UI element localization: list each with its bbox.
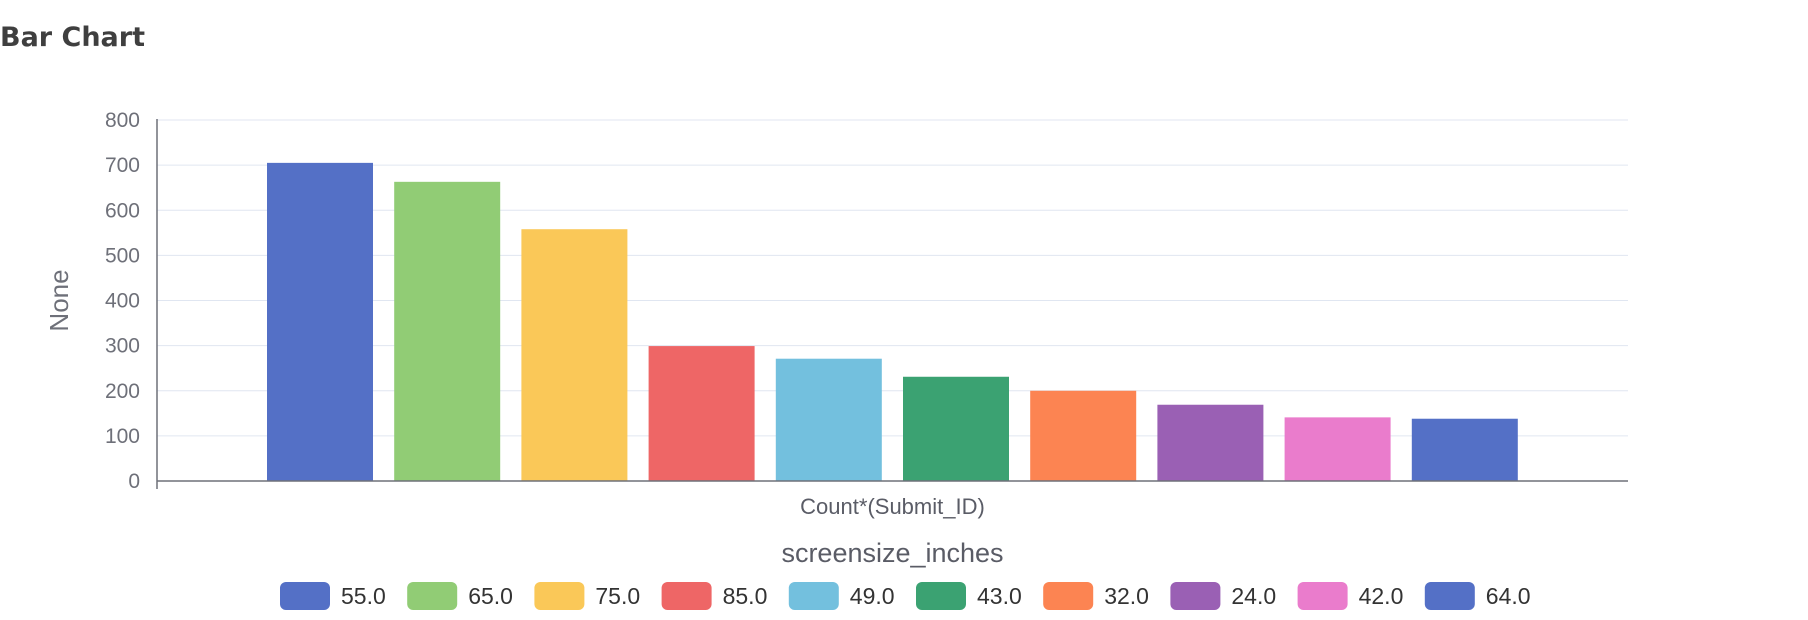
bars	[267, 162, 1518, 482]
legend: 55.0 65.0 75.0 85.0 49.0 43.0 32.0 24.0 42.0 64.0	[280, 582, 1531, 610]
y-tick-label: 400	[105, 290, 140, 313]
legend-label-75.0[interactable]: 75.0	[595, 583, 640, 609]
legend-label-64.0[interactable]: 64.0	[1486, 583, 1531, 609]
bar-32.0	[1030, 390, 1137, 481]
legend-label-43.0[interactable]: 43.0	[977, 583, 1022, 609]
legend-swatch-75.0[interactable]	[534, 582, 585, 610]
legend-label-42.0[interactable]: 42.0	[1359, 583, 1404, 609]
legend-label-24.0[interactable]: 24.0	[1231, 583, 1276, 609]
bar-64.0	[1411, 418, 1518, 481]
bar-43.0	[903, 376, 1009, 481]
legend-label-85.0[interactable]: 85.0	[723, 583, 768, 609]
bar-55.0	[267, 162, 373, 481]
y-tick-label: 800	[105, 109, 140, 132]
bar-42.0	[1284, 417, 1391, 481]
legend-swatch-55.0[interactable]	[280, 582, 330, 610]
bar-65.0	[394, 181, 501, 482]
chart-title: Bar Chart	[0, 22, 145, 53]
legend-swatch-42.0[interactable]	[1297, 582, 1348, 610]
legend-title: screensize_inches	[781, 538, 1003, 568]
bar-75.0	[521, 229, 628, 481]
axes	[156, 119, 1628, 489]
y-tick-label: 200	[105, 380, 140, 403]
legend-swatch-24.0[interactable]	[1170, 582, 1221, 610]
y-tick-label: 600	[105, 199, 140, 222]
y-tick-label: 0	[128, 470, 140, 493]
bar-49.0	[775, 358, 882, 481]
legend-label-32.0[interactable]: 32.0	[1104, 583, 1149, 609]
y-axis-ticks: 0 100 200 300 400 500 600 700 800	[105, 109, 140, 493]
y-tick-label: 300	[105, 335, 140, 358]
legend-swatch-32.0[interactable]	[1043, 582, 1094, 610]
y-tick-label: 700	[105, 154, 140, 177]
grid-lines	[157, 119, 1628, 437]
legend-label-65.0[interactable]: 65.0	[468, 583, 513, 609]
y-tick-label: 100	[105, 425, 140, 448]
legend-label-55.0[interactable]: 55.0	[341, 583, 386, 609]
legend-swatch-49.0[interactable]	[788, 582, 839, 610]
x-axis-label: Count*(Submit_ID)	[800, 494, 985, 519]
legend-swatch-43.0[interactable]	[916, 582, 966, 610]
legend-swatch-85.0[interactable]	[661, 582, 712, 610]
bar-85.0	[648, 346, 755, 481]
y-tick-label: 500	[105, 244, 140, 267]
legend-swatch-64.0[interactable]	[1424, 582, 1475, 610]
legend-label-49.0[interactable]: 49.0	[850, 583, 895, 609]
legend-swatch-65.0[interactable]	[407, 582, 458, 610]
bar-24.0	[1157, 404, 1264, 481]
y-axis-label: None	[44, 269, 74, 331]
